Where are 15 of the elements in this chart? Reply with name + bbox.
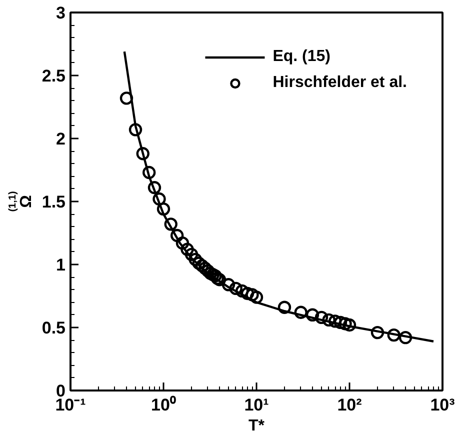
y-tick-label: 3 (56, 4, 66, 22)
x-axis-title: T* (248, 418, 266, 434)
y-axis-title: Ω(1,1) (8, 191, 35, 212)
y-tick-label: 2.5 (42, 66, 66, 86)
x-tick-label: 10⁰ (151, 396, 176, 414)
y-tick-label: 2 (56, 130, 66, 148)
y-tick-label: 1.5 (42, 192, 66, 212)
x-tick-label: 10² (337, 396, 362, 414)
x-tick-label: 10³ (430, 396, 456, 414)
legend-label: Eq. (15) (272, 48, 331, 66)
y-tick-label: 0.5 (42, 318, 66, 338)
y-tick-label: 1 (56, 256, 66, 274)
legend-label: Hirschfelder et al. (272, 74, 407, 92)
x-tick-label: 10⁻¹ (55, 396, 86, 414)
x-tick-label: 10¹ (244, 396, 270, 414)
